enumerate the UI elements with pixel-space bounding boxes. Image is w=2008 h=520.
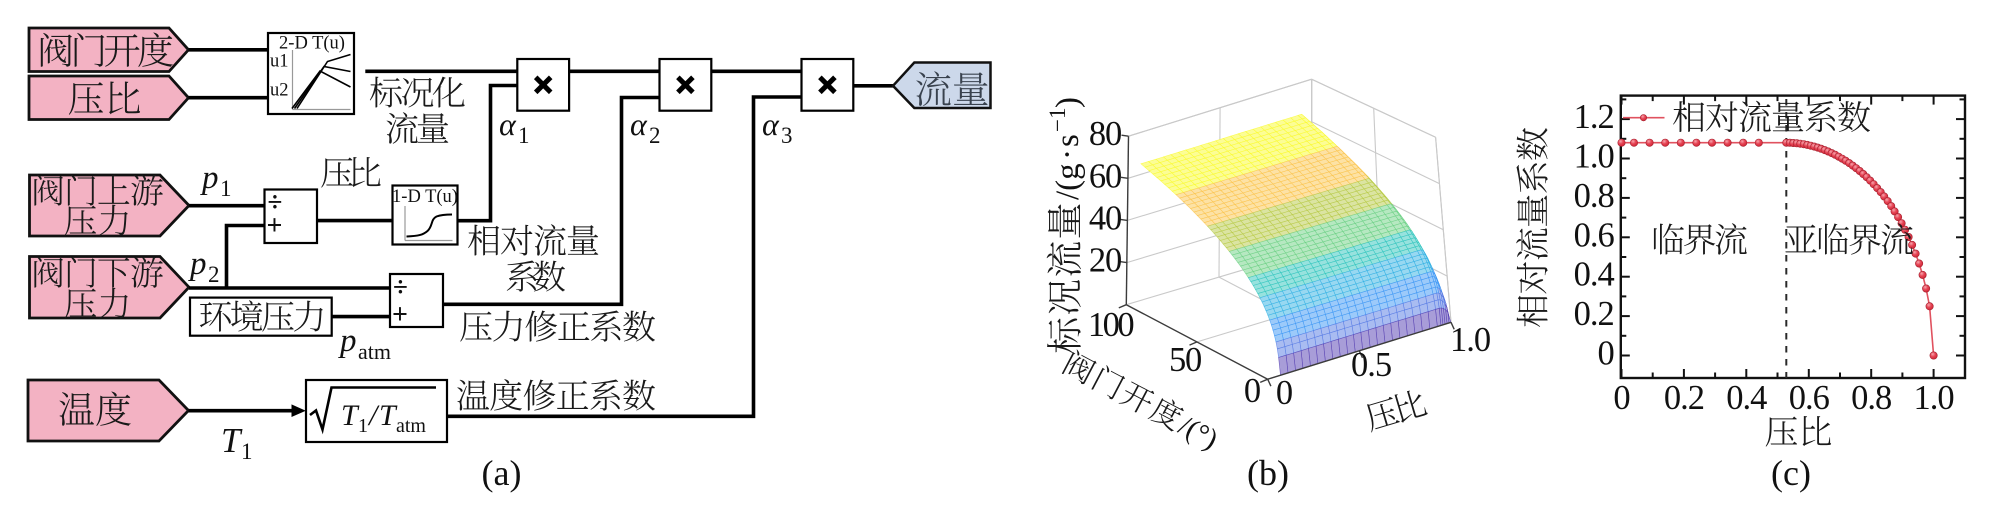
svg-text:2-D T(u): 2-D T(u)	[279, 34, 345, 54]
svg-text:/(g: /(g	[1050, 163, 1086, 200]
svg-text:p: p	[338, 323, 357, 359]
svg-text:0: 0	[1598, 335, 1614, 373]
svg-text:÷: ÷	[393, 272, 408, 302]
svg-text:): )	[1050, 97, 1086, 108]
svg-text:0.6: 0.6	[1789, 379, 1830, 417]
svg-text:0.5: 0.5	[1351, 346, 1391, 384]
svg-text:T: T	[221, 421, 243, 460]
svg-text:·: ·	[1050, 149, 1086, 160]
svg-text:s: s	[1050, 134, 1086, 147]
svg-text:÷: ÷	[268, 187, 283, 217]
svg-text:0.2: 0.2	[1664, 379, 1704, 417]
svg-text:0.2: 0.2	[1574, 295, 1614, 333]
svg-text:1: 1	[241, 439, 253, 464]
svg-text:atm: atm	[396, 415, 426, 437]
svg-text:p: p	[188, 246, 207, 282]
svg-text:α: α	[499, 106, 517, 142]
svg-text:1: 1	[358, 415, 368, 437]
svg-text:(c): (c)	[1771, 453, 1811, 493]
svg-text:/: /	[367, 399, 380, 432]
svg-text:1.0: 1.0	[1450, 321, 1490, 359]
svg-text:0.8: 0.8	[1574, 177, 1614, 215]
svg-text:1.2: 1.2	[1574, 98, 1614, 136]
svg-text:100: 100	[1088, 306, 1134, 344]
svg-text:80: 80	[1089, 115, 1121, 153]
svg-text:2: 2	[649, 123, 661, 148]
svg-text:0: 0	[1613, 379, 1629, 417]
svg-text:(a): (a)	[482, 453, 522, 493]
svg-text:T: T	[379, 399, 398, 432]
svg-text:T: T	[341, 399, 360, 432]
svg-text:p: p	[200, 160, 219, 196]
svg-text:1.0: 1.0	[1914, 379, 1954, 417]
svg-text:u2: u2	[270, 81, 289, 101]
svg-text:+: +	[267, 211, 283, 242]
svg-text:atm: atm	[358, 339, 391, 364]
svg-text:1: 1	[220, 176, 232, 201]
svg-text:0: 0	[1244, 372, 1260, 410]
svg-text:0.4: 0.4	[1574, 256, 1615, 294]
svg-text:u1: u1	[270, 52, 289, 72]
svg-text:0.8: 0.8	[1851, 379, 1891, 417]
svg-text:0.4: 0.4	[1726, 379, 1767, 417]
svg-text:60: 60	[1089, 157, 1121, 195]
svg-text:3: 3	[781, 123, 793, 148]
svg-text:1.0: 1.0	[1574, 138, 1614, 176]
svg-text:0.6: 0.6	[1574, 216, 1615, 254]
svg-text:−1: −1	[1045, 108, 1070, 132]
svg-text:1-D T(u): 1-D T(u)	[392, 187, 458, 207]
svg-text:α: α	[630, 106, 648, 142]
svg-text:40: 40	[1089, 199, 1121, 237]
svg-text:+: +	[392, 300, 408, 331]
svg-text:20: 20	[1089, 242, 1121, 280]
svg-text:α: α	[762, 106, 780, 142]
svg-text:(b): (b)	[1247, 453, 1289, 493]
svg-text:1: 1	[518, 123, 530, 148]
svg-text:50: 50	[1169, 341, 1201, 379]
svg-text:2: 2	[208, 262, 220, 287]
svg-text:0: 0	[1276, 374, 1292, 412]
